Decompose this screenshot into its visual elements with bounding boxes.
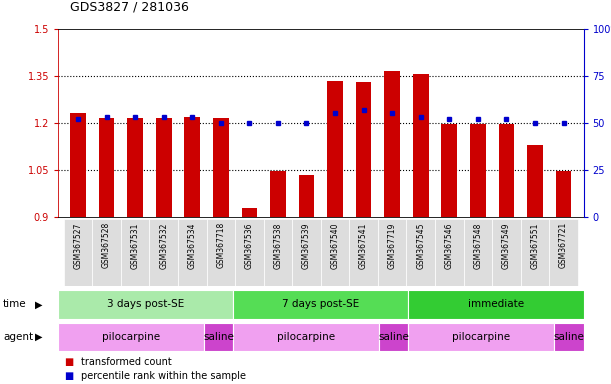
Text: 3 days post-SE: 3 days post-SE [107, 299, 185, 310]
Bar [384, 71, 400, 217]
Text: GSM367528: GSM367528 [102, 222, 111, 268]
Text: immediate: immediate [468, 299, 524, 310]
Text: ▶: ▶ [35, 299, 43, 310]
Text: GSM367551: GSM367551 [530, 222, 540, 269]
Bar [554, 323, 584, 351]
Text: GSM367538: GSM367538 [274, 222, 282, 269]
Text: GSM367527: GSM367527 [73, 222, 82, 269]
Text: 7 days post-SE: 7 days post-SE [282, 299, 359, 310]
Bar [356, 82, 371, 217]
Text: pilocarpine: pilocarpine [277, 332, 335, 342]
Bar [70, 114, 86, 217]
Bar [378, 219, 406, 286]
Text: percentile rank within the sample: percentile rank within the sample [81, 371, 246, 381]
Text: GSM367540: GSM367540 [331, 222, 340, 269]
Bar [406, 219, 435, 286]
Bar [499, 124, 514, 217]
Bar [464, 219, 492, 286]
Bar [327, 81, 343, 217]
Bar [264, 219, 292, 286]
Text: saline: saline [203, 332, 234, 342]
Text: ▶: ▶ [35, 332, 43, 342]
Bar [408, 290, 584, 319]
Text: GSM367549: GSM367549 [502, 222, 511, 269]
Bar [127, 118, 143, 217]
Bar [235, 219, 264, 286]
Bar [470, 124, 486, 217]
Bar [521, 219, 549, 286]
Bar [58, 323, 204, 351]
Bar [441, 124, 457, 217]
Text: GSM367534: GSM367534 [188, 222, 197, 269]
Bar [292, 219, 321, 286]
Text: pilocarpine: pilocarpine [452, 332, 510, 342]
Bar [549, 219, 578, 286]
Bar [321, 219, 349, 286]
Text: GSM367532: GSM367532 [159, 222, 168, 269]
Bar [58, 290, 233, 319]
Bar [233, 290, 408, 319]
Bar [99, 118, 114, 217]
Text: time: time [3, 299, 27, 310]
Text: pilocarpine: pilocarpine [102, 332, 160, 342]
Text: transformed count: transformed count [81, 357, 172, 367]
Bar [241, 208, 257, 217]
Text: agent: agent [3, 332, 33, 342]
Text: ■: ■ [64, 357, 73, 367]
Bar [204, 323, 233, 351]
Bar [379, 323, 408, 351]
Text: GSM367541: GSM367541 [359, 222, 368, 269]
Text: GSM367539: GSM367539 [302, 222, 311, 269]
Bar [92, 219, 121, 286]
Text: ■: ■ [64, 371, 73, 381]
Bar [233, 323, 379, 351]
Bar [555, 172, 571, 217]
Bar [64, 219, 92, 286]
Text: GSM367536: GSM367536 [245, 222, 254, 269]
Bar [185, 117, 200, 217]
Text: GSM367546: GSM367546 [445, 222, 454, 269]
Bar [408, 323, 554, 351]
Text: saline: saline [378, 332, 409, 342]
Text: GSM367548: GSM367548 [474, 222, 482, 269]
Bar [213, 118, 229, 217]
Text: GSM367531: GSM367531 [131, 222, 140, 269]
Text: GSM367719: GSM367719 [387, 222, 397, 269]
Bar [156, 118, 172, 217]
Bar [121, 219, 150, 286]
Bar [349, 219, 378, 286]
Text: GDS3827 / 281036: GDS3827 / 281036 [70, 0, 189, 13]
Bar [435, 219, 464, 286]
Bar [527, 145, 543, 217]
Bar [492, 219, 521, 286]
Bar [270, 172, 286, 217]
Text: GSM367718: GSM367718 [216, 222, 225, 268]
Bar [178, 219, 207, 286]
Text: GSM367721: GSM367721 [559, 222, 568, 268]
Bar [150, 219, 178, 286]
Text: saline: saline [554, 332, 584, 342]
Bar [299, 175, 314, 217]
Bar [413, 74, 428, 217]
Bar [207, 219, 235, 286]
Text: GSM367545: GSM367545 [416, 222, 425, 269]
